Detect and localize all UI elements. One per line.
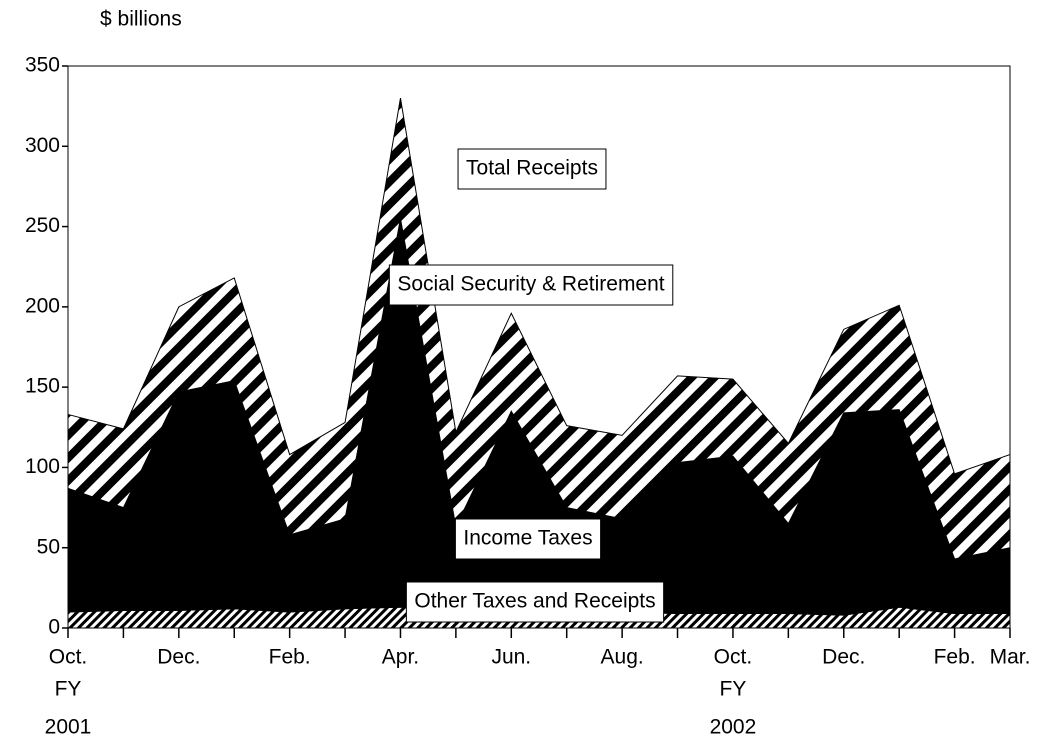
x-tick-label: Dec. — [822, 646, 865, 669]
x-tick-label: Oct. — [49, 646, 88, 669]
series-label-box — [454, 518, 602, 560]
series-label: Income Taxes — [463, 527, 592, 550]
x-tick-label: Feb. — [269, 646, 311, 669]
fy-label: FY — [55, 678, 82, 701]
y-tick-label: 100 — [25, 455, 60, 478]
x-tick-label: Aug. — [601, 646, 644, 669]
series-label-box — [405, 581, 665, 623]
annotation-box — [457, 148, 607, 190]
series-label: Social Security & Retirement — [397, 273, 664, 296]
y-tick-label: 50 — [37, 535, 60, 558]
plot-frame — [67, 65, 1011, 629]
y-tick-label: 300 — [25, 134, 60, 157]
y-tick-label: 150 — [25, 375, 60, 398]
y-tick-label: 350 — [25, 54, 60, 77]
x-tick-label: Jun. — [491, 646, 531, 669]
y-tick-label: 250 — [25, 214, 60, 237]
fy-label: FY — [720, 678, 747, 701]
x-tick-label: Oct. — [714, 646, 753, 669]
annotation: Total Receipts — [466, 157, 598, 180]
fy-year: 2001 — [45, 716, 92, 739]
series-label: Other Taxes and Receipts — [414, 590, 655, 613]
y-axis-label: $ billions — [100, 8, 182, 31]
y-tick-label: 0 — [48, 616, 60, 639]
fy-year: 2002 — [710, 716, 757, 739]
x-tick-label: Apr. — [382, 646, 419, 669]
y-tick-label: 200 — [25, 294, 60, 317]
x-tick-label: Mar. — [990, 646, 1031, 669]
x-tick-label: Dec. — [157, 646, 200, 669]
x-tick-label: Feb. — [934, 646, 976, 669]
series-label-box — [388, 264, 674, 306]
